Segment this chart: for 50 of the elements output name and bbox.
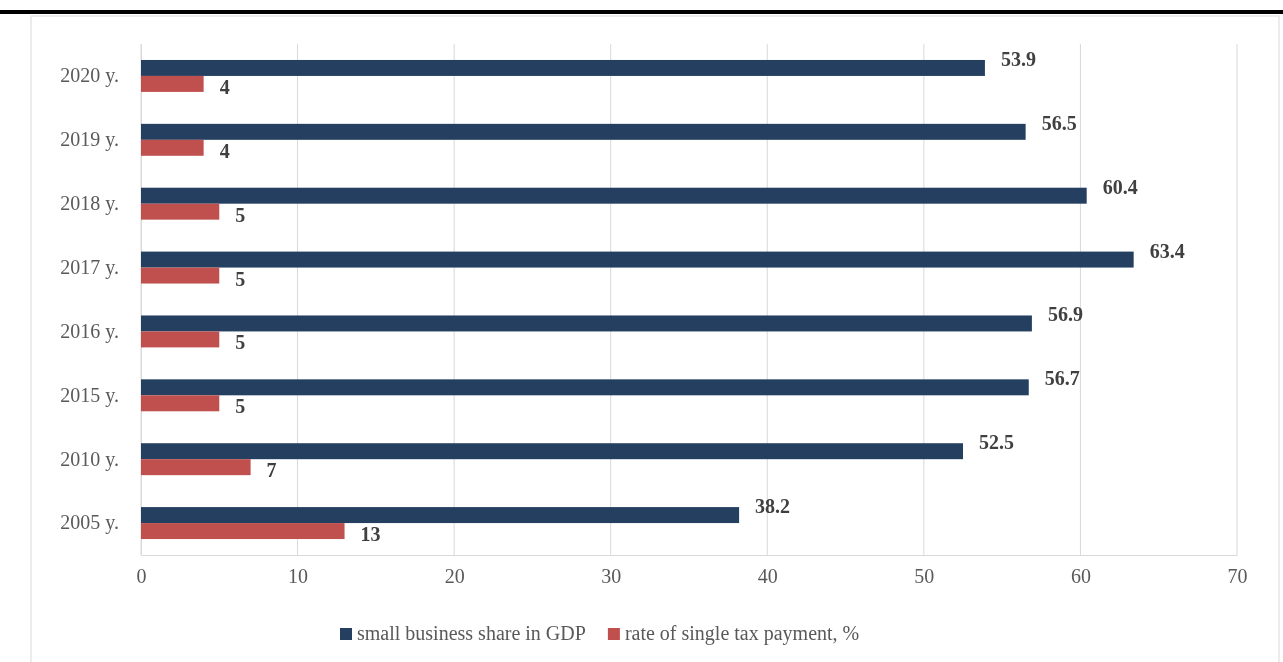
y-tick-label: 2010 y. <box>60 447 119 471</box>
y-tick-label: 2015 y. <box>60 383 119 407</box>
y-tick-label: 2020 y. <box>60 64 119 88</box>
legend-label: small business share in GDP <box>357 622 586 644</box>
data-label: 56.7 <box>1044 367 1080 390</box>
bar <box>141 203 220 220</box>
data-label: 56.9 <box>1047 303 1083 326</box>
data-label: 5 <box>235 267 246 290</box>
data-label: 13 <box>360 523 381 546</box>
data-label: 52.5 <box>979 431 1014 454</box>
data-label: 56.5 <box>1041 111 1077 134</box>
x-tick-label: 30 <box>601 565 622 588</box>
data-label: 4 <box>219 139 230 162</box>
y-tick-label: 2018 y. <box>60 192 119 216</box>
bar <box>141 379 1029 396</box>
data-label: 5 <box>235 203 246 226</box>
bar <box>141 75 204 92</box>
x-tick-label: 40 <box>757 565 778 588</box>
y-tick-label: 2005 y. <box>60 511 119 535</box>
bar <box>141 459 251 476</box>
data-label: 63.4 <box>1149 239 1185 262</box>
x-tick-label: 50 <box>914 565 935 588</box>
bar <box>141 187 1087 204</box>
x-tick-label: 0 <box>136 565 147 588</box>
data-label: 5 <box>235 331 246 354</box>
bar <box>141 523 345 540</box>
data-label: 4 <box>219 75 230 98</box>
legend-label: rate of single tax payment, % <box>624 622 860 645</box>
y-tick-label: 2019 y. <box>60 128 119 152</box>
data-label: 60.4 <box>1102 175 1138 198</box>
bar <box>141 123 1026 140</box>
x-tick-label: 60 <box>1070 565 1091 588</box>
bar <box>141 251 1134 268</box>
data-label: 7 <box>266 459 277 482</box>
y-tick-label: 2017 y. <box>60 255 119 279</box>
x-tick-label: 70 <box>1227 565 1248 588</box>
bar <box>141 139 204 156</box>
bar <box>141 315 1032 332</box>
bar <box>141 443 963 460</box>
bar <box>141 331 220 348</box>
data-label: 53.9 <box>1000 47 1036 70</box>
bar <box>141 395 220 412</box>
x-tick-label: 20 <box>444 565 465 588</box>
bar <box>141 267 220 284</box>
data-label: 38.2 <box>755 495 791 518</box>
y-tick-label: 2016 y. <box>60 319 119 343</box>
bar <box>141 59 985 76</box>
data-label: 5 <box>235 395 246 418</box>
x-tick-label: 10 <box>288 565 309 588</box>
bar <box>141 507 740 524</box>
